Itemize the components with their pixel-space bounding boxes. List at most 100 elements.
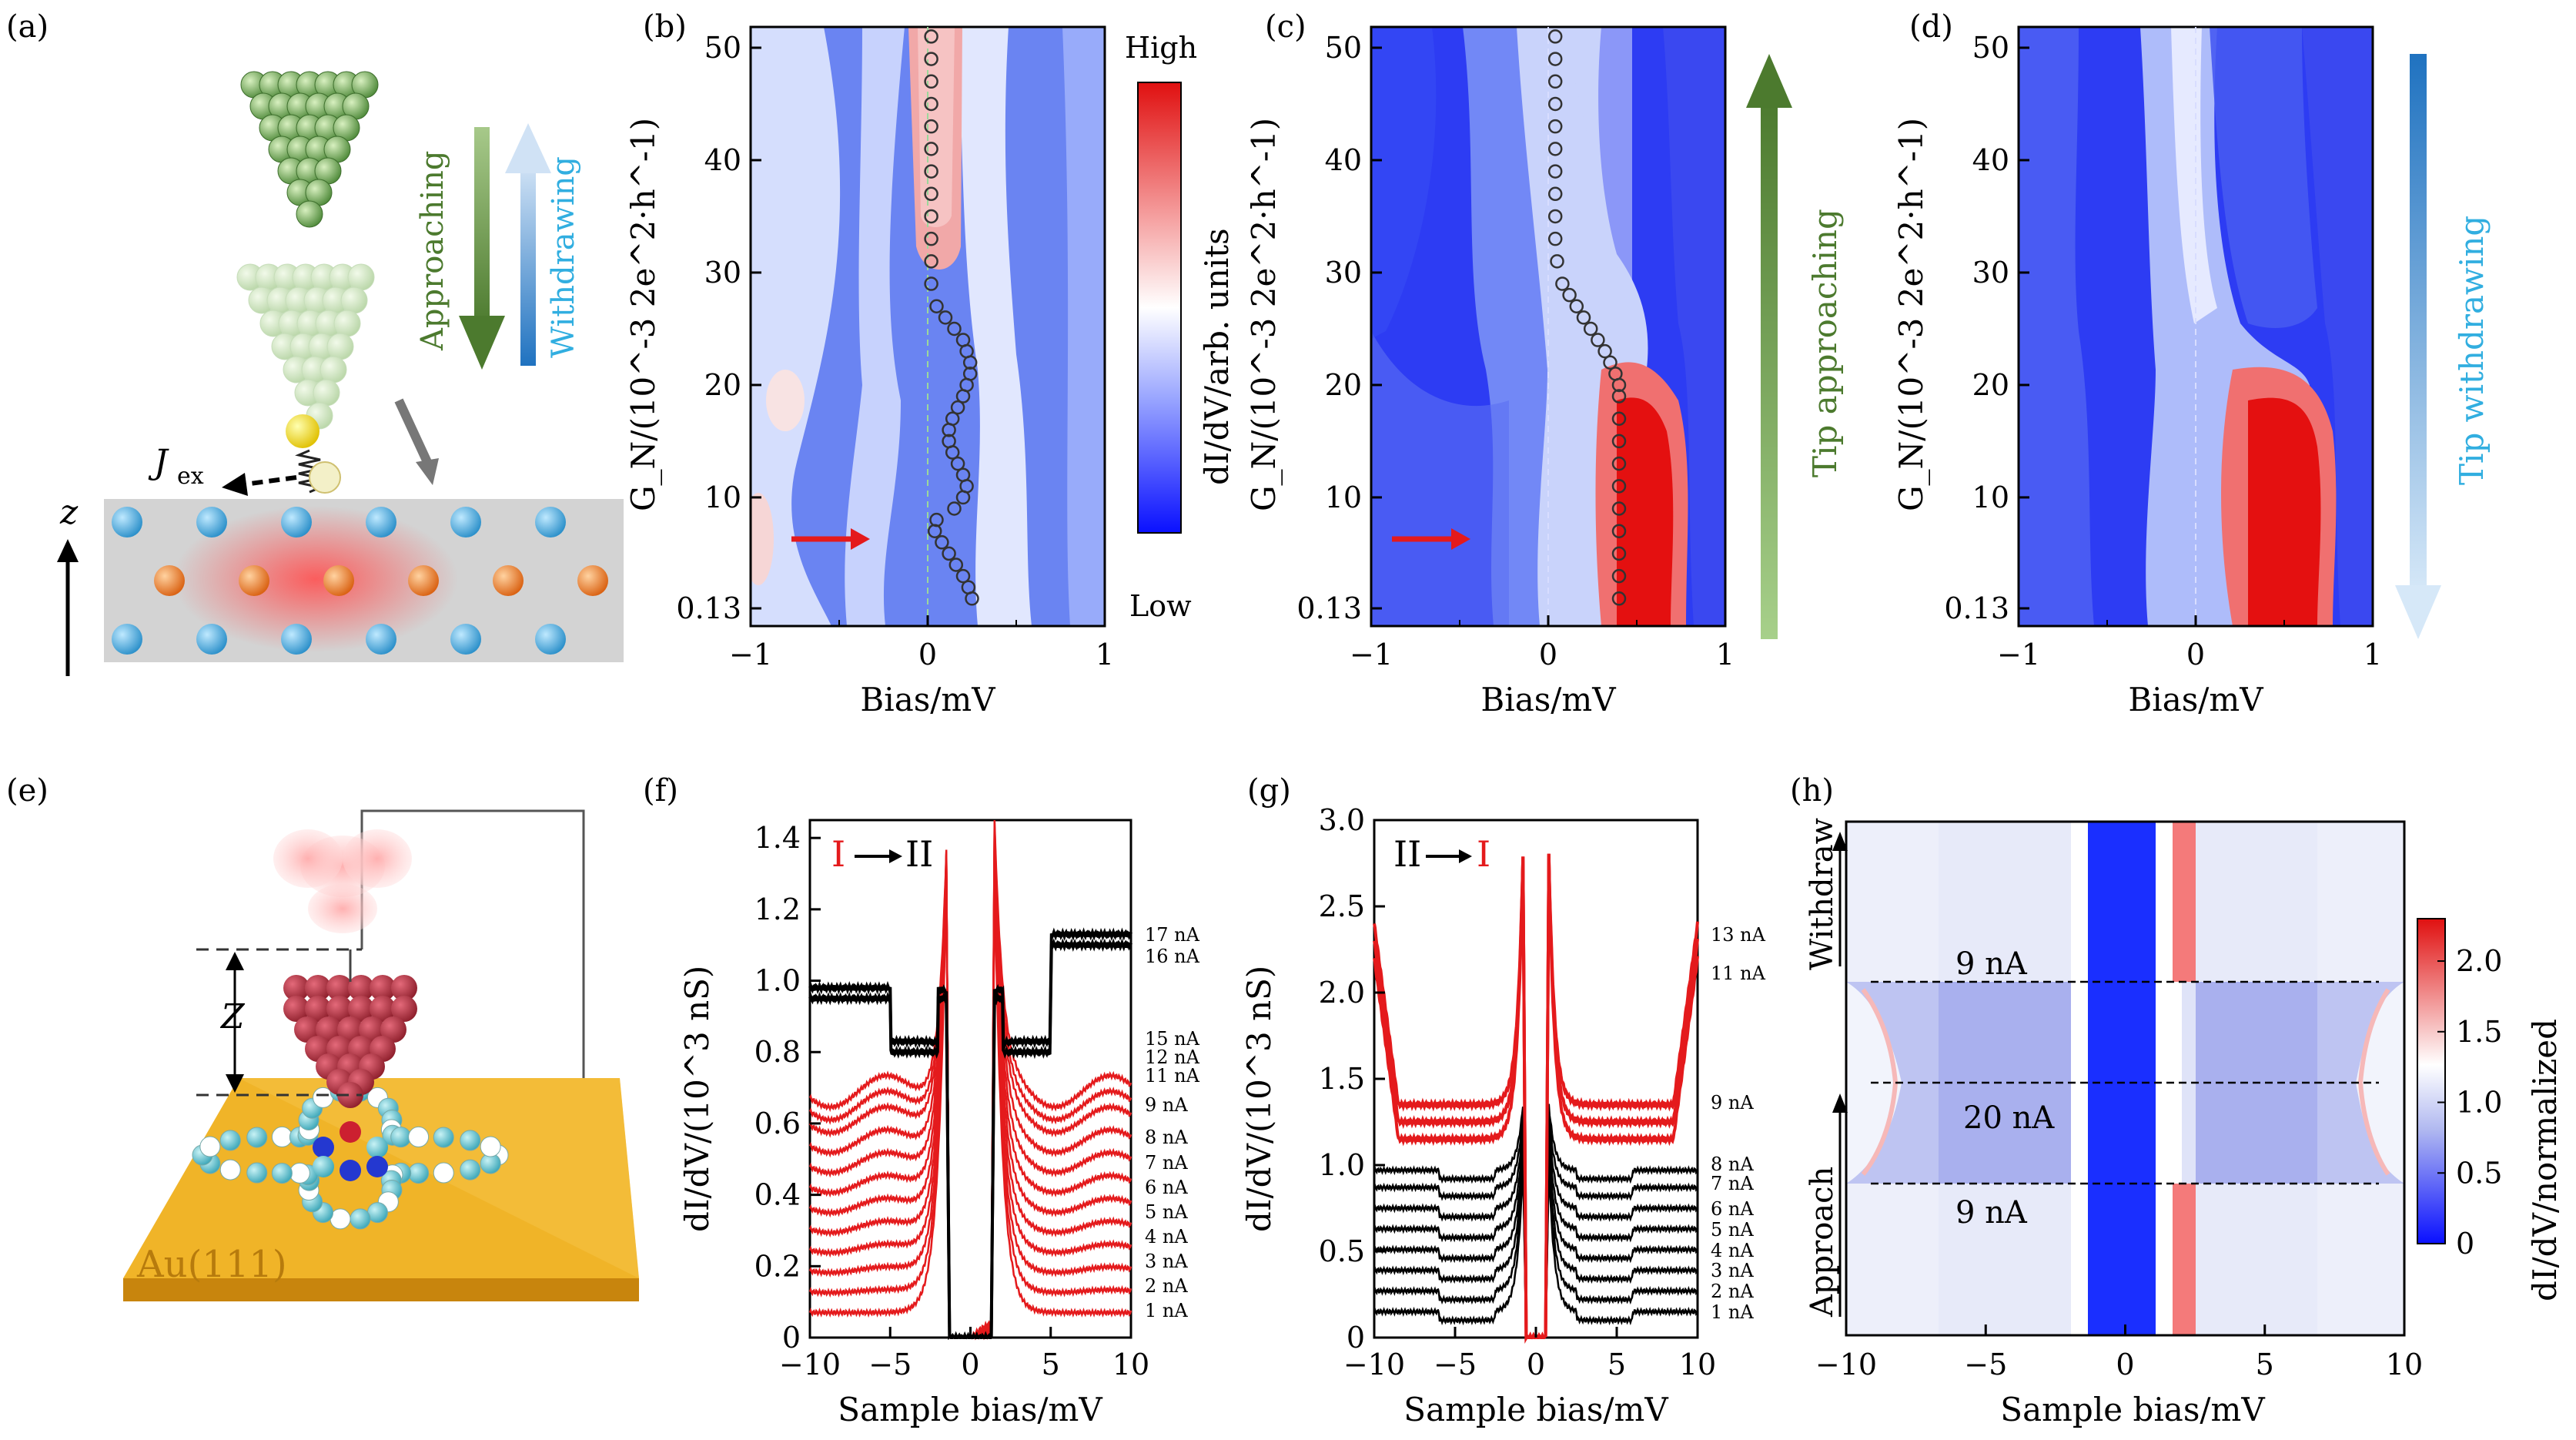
panel-g-title-from: II — [1393, 833, 1421, 875]
x-tick-label: 10 — [2386, 1348, 2423, 1381]
peak-marker — [1611, 479, 1627, 494]
peak-marker — [1547, 231, 1563, 246]
tip-approaching-arrow-shaft — [1761, 100, 1778, 639]
x-tick-label: 1 — [1096, 638, 1114, 671]
peak-marker — [1611, 568, 1627, 584]
peak-marker — [962, 355, 978, 370]
red-arrow-head-icon — [1451, 528, 1470, 550]
peak-marker — [1569, 299, 1584, 314]
tip-withdrawing-arrow-shaft — [2410, 54, 2427, 593]
series-label: 6 nA — [1145, 1177, 1188, 1198]
peak-marker — [929, 299, 944, 314]
series-label: 9 nA — [1711, 1092, 1754, 1113]
peak-marker — [938, 310, 953, 325]
series-label: 7 nA — [1711, 1173, 1754, 1194]
peak-marker — [1611, 546, 1627, 561]
series-label: 12 nA — [1145, 1047, 1200, 1068]
series-label: 6 nA — [1711, 1198, 1754, 1220]
y-tick-label: 0.13 — [676, 591, 741, 625]
series-label: 5 nA — [1711, 1219, 1754, 1241]
white-band-left — [751, 27, 841, 626]
x-tick-label: 0 — [1527, 1348, 1545, 1381]
colorbar-tick-label: 1.0 — [2456, 1086, 2502, 1120]
y-tick-label: 20 — [1325, 368, 1362, 402]
x-tick-label: 10 — [1112, 1348, 1149, 1381]
tip-withdrawing-indicator: Tip withdrawing — [2395, 54, 2491, 639]
y-tick-label: 3.0 — [1319, 803, 1365, 837]
peak-marker — [1550, 254, 1564, 269]
panel-g-spectra: −10 −5 0 5 10 0 0.5 1.0 1.5 2.0 2.5 3.0 Sample bias/… — [1240, 803, 1766, 1428]
series-label: 8 nA — [1145, 1127, 1188, 1148]
peak-marker — [1611, 591, 1627, 606]
x-tick-label: 0 — [961, 1348, 979, 1381]
y-tick-label: 0.2 — [754, 1249, 801, 1283]
x-tick-label: 5 — [2256, 1348, 2274, 1381]
x-tick-label: 10 — [1679, 1348, 1716, 1381]
jex-subscript: ex — [177, 463, 204, 490]
panel-label-b: (b) — [643, 9, 687, 45]
x-tick-label: 0 — [2186, 638, 2205, 671]
y-tick-label: 1.2 — [754, 892, 801, 926]
adatom-yellow-icon — [286, 414, 319, 448]
peak-marker — [1547, 164, 1563, 179]
y-tick-label: 40 — [1325, 143, 1362, 177]
x-tick-label: 5 — [1042, 1348, 1060, 1381]
peak-marker — [955, 389, 971, 404]
y-tick-label: 0.8 — [754, 1035, 801, 1069]
series-label: 4 nA — [1711, 1240, 1754, 1261]
series-label: 1 nA — [1711, 1301, 1754, 1323]
withdrawing-arrow-shaft — [520, 166, 536, 366]
y-tick-label: 1.0 — [1319, 1148, 1365, 1182]
colorbar-tick-label: 0.5 — [2456, 1156, 2502, 1190]
red-arrow-head-icon — [851, 528, 870, 550]
tip-approaching-indicator: Tip approaching — [1746, 54, 1844, 639]
y-axis-title: dI/dV/(10^3 nS) — [1240, 966, 1278, 1232]
jex-arrow — [238, 475, 297, 487]
panel-label-a: (a) — [6, 9, 49, 45]
peak-marker — [1611, 501, 1627, 516]
adatom-light-icon — [309, 461, 341, 494]
peak-marker — [947, 501, 962, 516]
peak-marker — [955, 568, 971, 584]
peak-marker — [924, 142, 938, 156]
x-axis-title: Sample bias/mV — [1403, 1391, 1668, 1428]
grey-motion-arrow — [394, 398, 432, 464]
peak-marker — [1591, 333, 1605, 347]
panel-f-spectra: −10 −5 0 5 10 0 0.2 0.4 0.6 0.8 1.0 1.2 1.4 Sample bi… — [678, 819, 1200, 1428]
panel-d-heatmap: −1 0 1 0.13 10 20 30 40 50 Bias/mV G_N/(10^-3 2e^2… — [1892, 25, 2382, 718]
peak-marker — [1547, 96, 1563, 112]
y-tick-label: 1.5 — [1319, 1062, 1365, 1096]
y-tick-label: 10 — [1972, 481, 2009, 514]
colorbar-label: dI/dV/arb. units — [1198, 228, 1236, 485]
tip-withdrawn-illustration — [236, 263, 375, 430]
panel-label-h: (h) — [1790, 773, 1834, 809]
withdraw-label: Withdraw — [1805, 818, 1840, 970]
y-tick-label: 0 — [1347, 1321, 1365, 1355]
x-tick-label: 0 — [1539, 638, 1557, 671]
peak-marker — [945, 445, 960, 460]
peak-marker — [924, 52, 938, 66]
panel-g-title: II I — [1393, 833, 1490, 875]
panel-f-title: I II — [831, 833, 933, 875]
region-label-upper: 9 nA — [1955, 946, 2028, 982]
peak-marker — [1547, 29, 1563, 44]
x-axis-title: Bias/mV — [1480, 681, 1616, 718]
colorbar-bcd: High Low dI/dV/arb. units — [1125, 31, 1236, 623]
series-label: 7 nA — [1145, 1152, 1188, 1174]
panel-b-heatmap: −1 0 1 0.13 10 20 30 40 50 Bias/mV G_N/(10^-3 2e^2… — [624, 25, 1114, 718]
y-tick-label: 30 — [1325, 256, 1362, 290]
panel-e-schematic: Au(111) Z — [123, 809, 639, 1301]
panel-a-schematic: Approaching Withdrawing J ex z — [57, 71, 624, 676]
pink-cloud-icon — [273, 829, 412, 933]
peak-marker — [950, 456, 965, 471]
x-tick-label: −5 — [1434, 1348, 1477, 1381]
peak-marker — [947, 321, 962, 337]
series-label: 2 nA — [1711, 1281, 1754, 1302]
x-tick-label: −5 — [868, 1348, 912, 1381]
panel-label-g: (g) — [1247, 773, 1291, 809]
y-tick-label: 30 — [704, 256, 741, 290]
y-tick-label: 1.0 — [754, 964, 801, 998]
peak-marker — [1555, 276, 1570, 291]
peak-marker — [965, 591, 979, 606]
